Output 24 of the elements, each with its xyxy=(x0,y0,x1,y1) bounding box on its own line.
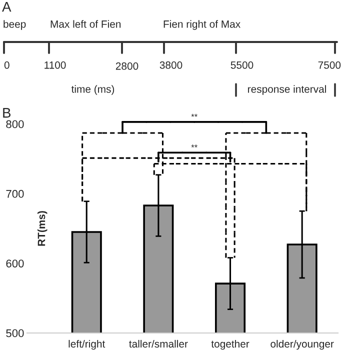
y-axis-title: RT(ms) xyxy=(38,211,48,246)
y-tick-label: 500 xyxy=(6,329,24,338)
x-tick-label: left/right xyxy=(68,340,106,350)
x-tick-label: taller/smaller xyxy=(129,340,188,348)
text: 1100 xyxy=(44,61,66,69)
text: 0 xyxy=(4,61,10,69)
chart-title: B xyxy=(3,108,11,118)
y-tick-label: 800 xyxy=(6,120,24,128)
text: 7500 xyxy=(318,61,341,69)
text: A xyxy=(2,2,12,12)
text: ** xyxy=(191,114,198,117)
x-tick-label: together xyxy=(211,340,250,350)
text: beep xyxy=(4,20,26,30)
annotation: ** xyxy=(191,144,198,148)
text: time (ms) xyxy=(71,85,114,95)
text: Max left of Fien xyxy=(50,20,121,28)
text: 2800 xyxy=(116,62,138,70)
text: 5500 xyxy=(230,61,254,69)
text: Fien right of Max xyxy=(164,20,240,30)
y-tick-label: 600 xyxy=(6,260,24,268)
y-tick-label: 700 xyxy=(6,190,24,198)
text: 3800 xyxy=(160,61,182,69)
x-tick-label: older/younger xyxy=(270,340,334,350)
text: response interval xyxy=(248,85,326,95)
